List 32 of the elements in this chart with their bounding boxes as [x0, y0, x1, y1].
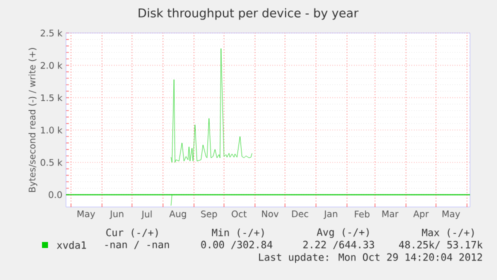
- text: Cur (-/+): [106, 228, 158, 238]
- text: 0.00 /302.84: [201, 240, 272, 250]
- x-tick-label: Jan: [324, 210, 338, 219]
- x-tick-label: Sep: [201, 210, 217, 220]
- y-tick-label: 0.0: [48, 191, 62, 198]
- x-tick-label: Aug: [169, 210, 186, 219]
- text: Last update: Mon Oct 29 14:20:04 2012: [259, 253, 482, 263]
- x-tick-label: Jun: [110, 210, 124, 219]
- x-tick-label: Jul: [141, 210, 152, 220]
- x-tick-label: Apr: [413, 210, 429, 219]
- y-tick-label: 0.5 k: [40, 158, 62, 166]
- chart-title: Disk throughput per device - by year: [138, 8, 358, 20]
- x-tick-label: May: [78, 210, 96, 219]
- text: Min (-/+): [212, 228, 264, 238]
- x-tick-label: Feb: [354, 210, 370, 218]
- y-tick-label: 1.0 k: [41, 126, 62, 134]
- x-tick-label: Mar: [382, 210, 398, 218]
- x-tick-label: Oct: [232, 210, 247, 218]
- x-tick-label: Dec: [292, 210, 308, 218]
- x-tick-label: May: [442, 210, 460, 219]
- y-tick-label: 1.5 k: [41, 94, 62, 102]
- y-tick-label: 2.0 k: [40, 62, 62, 69]
- x-tick-label: Nov: [262, 210, 279, 218]
- y-axis-title: Bytes/second read (-) / write (+): [28, 48, 38, 192]
- text: Max (-/+): [422, 228, 474, 238]
- y-tick-label: 2.5 k: [40, 30, 62, 36]
- text: -nan / -nan: [105, 240, 169, 250]
- line-series: [170, 48, 252, 163]
- text: Avg (-/+): [316, 228, 369, 238]
- legend-label: xvda1: [56, 241, 86, 249]
- text: 48.25k/ 53.17k: [399, 240, 483, 250]
- text: 2.22 /644.33: [303, 240, 374, 250]
